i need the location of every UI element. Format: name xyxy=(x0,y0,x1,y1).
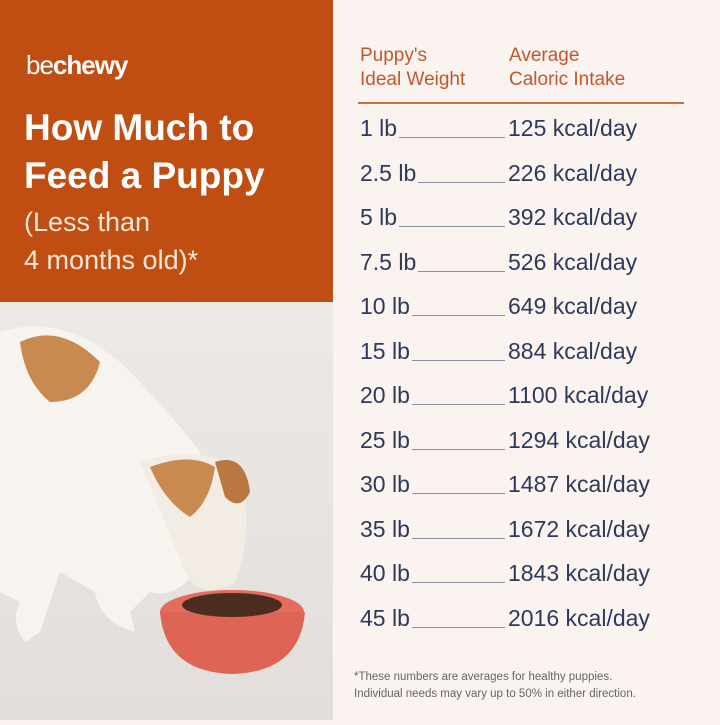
calories-cell: 125 kcal/day xyxy=(508,115,638,141)
calories-cell: 226 kcal/day xyxy=(508,159,638,186)
weight-cell: 35 lb xyxy=(360,515,410,542)
leader-line xyxy=(399,137,505,138)
weight-cell: 15 lb xyxy=(360,337,410,364)
subtitle-line-1: (Less than xyxy=(24,207,151,237)
leader-line xyxy=(412,626,505,628)
leader-line xyxy=(412,537,505,539)
table-row: 25 lb 1294 kcal/day xyxy=(360,424,700,460)
header-calories-line-2: Caloric Intake xyxy=(509,69,626,90)
table-row: 1 lb 125 kcal/day xyxy=(360,112,700,148)
header-calories-line-1: Average xyxy=(509,45,580,66)
calories-cell: 1487 kcal/day xyxy=(508,471,650,497)
calories-cell: 1843 kcal/day xyxy=(508,560,650,586)
subtitle-line-2: 4 months old)* xyxy=(24,245,199,275)
header-weight: Puppy's Ideal Weight xyxy=(360,44,465,92)
weight-cell: 10 lb xyxy=(360,293,410,319)
weight-cell: 2.5 lb xyxy=(360,159,417,186)
table-row: 10 lb 649 kcal/day xyxy=(360,290,700,326)
table-row: 35 lb 1672 kcal/day xyxy=(360,513,700,549)
leader-line xyxy=(418,181,505,183)
table-row: 20 lb 1100 kcal/day xyxy=(360,379,700,415)
feeding-table: Puppy's Ideal Weight Average Caloric Intak… xyxy=(333,0,720,720)
leader-line xyxy=(412,315,505,316)
weight-cell: 25 lb xyxy=(360,426,410,453)
logo-light: be xyxy=(26,50,54,80)
weight-cell: 40 lb xyxy=(360,560,410,586)
leader-line xyxy=(412,404,505,405)
table-row: 5 lb 392 kcal/day xyxy=(360,201,700,237)
weight-cell: 5 lb xyxy=(360,204,398,230)
weight-cell: 30 lb xyxy=(360,471,410,497)
leader-line xyxy=(412,493,505,494)
header-weight-line-1: Puppy's xyxy=(360,45,428,66)
weight-cell: 1 lb xyxy=(360,115,398,141)
calories-cell: 1100 kcal/day xyxy=(508,382,649,408)
header-divider xyxy=(358,102,684,104)
table-row: 30 lb 1487 kcal/day xyxy=(360,468,700,504)
bechewy-logo: bechewy xyxy=(26,50,128,81)
subtitle: (Less than 4 months old)* xyxy=(24,203,198,279)
footnote-line-1: *These numbers are averages for healthy … xyxy=(354,671,613,683)
calories-cell: 1672 kcal/day xyxy=(508,515,650,542)
weight-cell: 7.5 lb xyxy=(360,248,417,275)
calories-cell: 2016 kcal/day xyxy=(508,604,650,631)
table-row: 45 lb 2016 kcal/day xyxy=(360,602,700,638)
calories-cell: 392 kcal/day xyxy=(508,204,638,230)
calories-cell: 884 kcal/day xyxy=(508,337,638,364)
weight-cell: 20 lb xyxy=(360,382,410,408)
weight-cell: 45 lb xyxy=(360,604,410,631)
page-title: How Much to Feed a Puppy xyxy=(24,107,265,196)
header-calories: Average Caloric Intake xyxy=(509,44,625,92)
calories-cell: 526 kcal/day xyxy=(508,248,638,275)
puppy-illustration xyxy=(0,326,305,674)
calories-cell: 1294 kcal/day xyxy=(508,426,650,453)
puppy-eating-photo xyxy=(0,302,333,720)
leader-line xyxy=(412,359,505,361)
leader-line xyxy=(412,448,505,450)
title-panel: bechewy How Much to Feed a Puppy (Less t… xyxy=(0,0,333,302)
calories-cell: 649 kcal/day xyxy=(508,293,638,319)
table-row: 2.5 lb 226 kcal/day xyxy=(360,157,700,193)
logo-bold: chewy xyxy=(52,50,128,80)
header-weight-line-2: Ideal Weight xyxy=(360,69,466,90)
footnote: *These numbers are averages for healthy … xyxy=(354,669,636,703)
leader-line xyxy=(399,226,505,227)
table-row: 7.5 lb 526 kcal/day xyxy=(360,246,700,282)
leader-line xyxy=(418,270,505,272)
table-row: 15 lb 884 kcal/day xyxy=(360,335,700,371)
table-row: 40 lb 1843 kcal/day xyxy=(360,557,700,593)
footnote-line-2: Individual needs may vary up to 50% in e… xyxy=(354,688,636,700)
leader-line xyxy=(412,582,505,583)
